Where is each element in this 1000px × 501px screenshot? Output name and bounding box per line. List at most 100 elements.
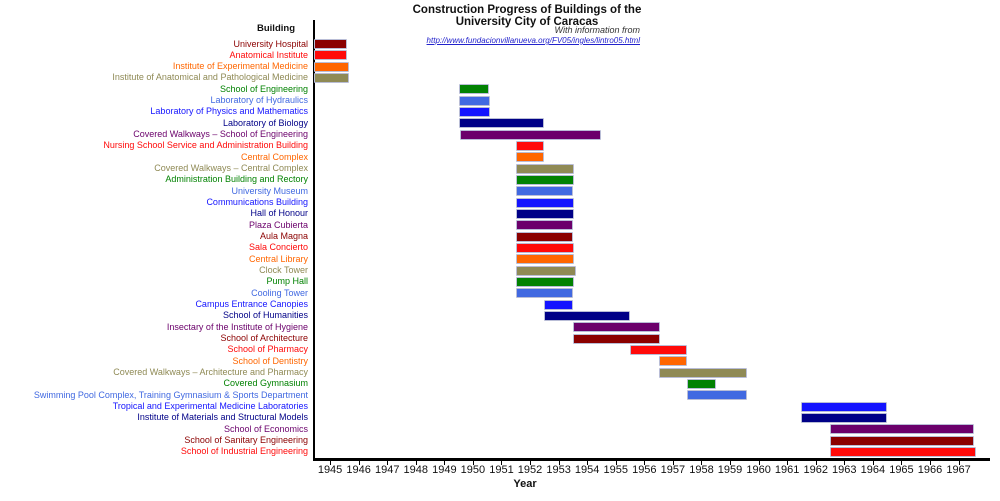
- building-label: Clock Tower: [259, 265, 308, 276]
- building-label: Central Complex: [240, 151, 308, 162]
- building-label: Institute of Materials and Structural Mo…: [137, 412, 308, 423]
- building-label: School of Pharmacy: [227, 344, 308, 355]
- x-tick-label: 1956: [632, 464, 657, 476]
- gantt-bar: [313, 50, 348, 61]
- building-label: School of Industrial Engineering: [180, 446, 308, 457]
- x-tick-label: 1945: [317, 464, 343, 476]
- building-label: Laboratory of Hydraulics: [210, 95, 308, 106]
- x-tick-label: 1954: [574, 464, 600, 476]
- gantt-bar: [830, 435, 975, 446]
- x-tick-label: 1947: [374, 464, 400, 476]
- building-label: Covered Walkways – Architecture and Phar…: [113, 367, 308, 378]
- building-label: Central Library: [248, 253, 308, 264]
- chart-title: Construction Progress of Buildings of th…: [0, 4, 1000, 28]
- building-label: School of Humanities: [222, 310, 308, 321]
- x-tick-label: 1950: [460, 464, 486, 476]
- building-label: Pump Hall: [266, 276, 308, 287]
- gantt-bar: [515, 242, 575, 253]
- x-tick-label: 1959: [717, 464, 743, 476]
- gantt-bar: [313, 39, 348, 49]
- gantt-bar: [515, 163, 575, 174]
- gantt-bar: [801, 412, 888, 423]
- gantt-bar: [515, 140, 545, 151]
- x-tick: [730, 461, 732, 465]
- gantt-bar: [801, 401, 888, 412]
- y-axis-line: [313, 20, 315, 461]
- gantt-bar: [630, 344, 688, 355]
- x-tick-label: 1953: [546, 464, 571, 476]
- x-tick: [501, 461, 503, 465]
- gantt-bar: [544, 310, 631, 321]
- gantt-bar: [515, 197, 575, 208]
- building-label: Covered Walkways – Central Complex: [154, 163, 308, 174]
- gantt-bar: [458, 84, 489, 95]
- x-tick: [415, 461, 417, 465]
- x-tick: [901, 461, 903, 465]
- gantt-bar: [515, 254, 575, 265]
- gantt-bar: [544, 299, 573, 310]
- building-column-header: Building: [257, 23, 295, 34]
- building-label: Insectary of the Institute of Hygiene: [166, 321, 308, 332]
- gantt-bar: [515, 208, 575, 219]
- x-tick: [587, 461, 589, 465]
- building-label: Institute of Experimental Medicine: [172, 61, 308, 72]
- x-tick: [930, 461, 931, 465]
- building-label: School of Sanitary Engineering: [184, 435, 308, 446]
- x-tick: [701, 461, 703, 465]
- source-link[interactable]: http://www.fundacionvillanueva.org/FV05/…: [426, 36, 640, 45]
- chart-title-line2: University City of Caracas: [455, 16, 599, 28]
- gantt-bar: [515, 276, 575, 287]
- gantt-bar: [658, 356, 688, 367]
- building-label: Hall of Honour: [250, 208, 308, 219]
- building-label: Laboratory of Physics and Mathematics: [150, 106, 308, 117]
- x-tick: [958, 461, 960, 465]
- x-tick-label: 1964: [860, 464, 886, 476]
- building-label: Swimming Pool Complex, Training Gymnasiu…: [33, 389, 308, 400]
- x-tick: [815, 461, 817, 465]
- x-tick-label: 1951: [489, 464, 514, 476]
- gantt-bar: [458, 106, 491, 117]
- x-tick-label: 1957: [660, 464, 686, 476]
- x-tick: [758, 461, 760, 465]
- building-label: Tropical and Experimental Medicine Labor…: [112, 401, 308, 412]
- x-tick: [644, 461, 646, 465]
- chart-title-line1: Construction Progress of Buildings of th…: [412, 4, 642, 16]
- gantt-bar: [687, 390, 748, 401]
- building-label: School of Engineering: [219, 83, 308, 94]
- x-tick: [387, 461, 389, 465]
- x-tick: [530, 461, 532, 465]
- gantt-bar: [515, 174, 575, 185]
- x-tick: [672, 461, 674, 465]
- building-label: Aula Magna: [259, 231, 308, 242]
- gantt-bar: [515, 152, 545, 163]
- building-label: Sala Concierto: [248, 242, 308, 253]
- building-label: School of Dentistry: [232, 355, 308, 366]
- x-axis-line: [313, 458, 990, 461]
- building-label: School of Economics: [223, 423, 308, 434]
- x-tick-label: 1958: [689, 464, 714, 476]
- credit-block: With information from http://www.fundaci…: [340, 25, 640, 46]
- x-tick-label: 1949: [432, 464, 457, 476]
- x-tick-label: 1960: [746, 464, 771, 476]
- x-tick: [615, 461, 617, 465]
- gantt-bar: [687, 378, 716, 389]
- gantt-bar: [830, 446, 976, 457]
- x-tick-label: 1948: [403, 464, 429, 476]
- building-label: Cooling Tower: [251, 287, 308, 298]
- x-tick-label: 1955: [603, 464, 628, 476]
- gantt-bar: [515, 186, 573, 197]
- building-label: Institute of Anatomical and Pathological…: [112, 72, 308, 83]
- building-label: Administration Building and Rectory: [165, 174, 308, 185]
- x-tick-label: 1946: [346, 464, 371, 476]
- gantt-bar: [572, 333, 661, 344]
- x-tick: [872, 461, 874, 465]
- building-label: University Museum: [231, 185, 308, 196]
- x-tick: [444, 461, 446, 465]
- building-label: Campus Entrance Canopies: [195, 299, 308, 310]
- x-tick: [472, 461, 474, 465]
- gantt-bar: [830, 424, 975, 435]
- gantt-bar: [458, 118, 545, 129]
- gantt-bar: [313, 61, 349, 72]
- x-tick-label: 1966: [917, 464, 943, 476]
